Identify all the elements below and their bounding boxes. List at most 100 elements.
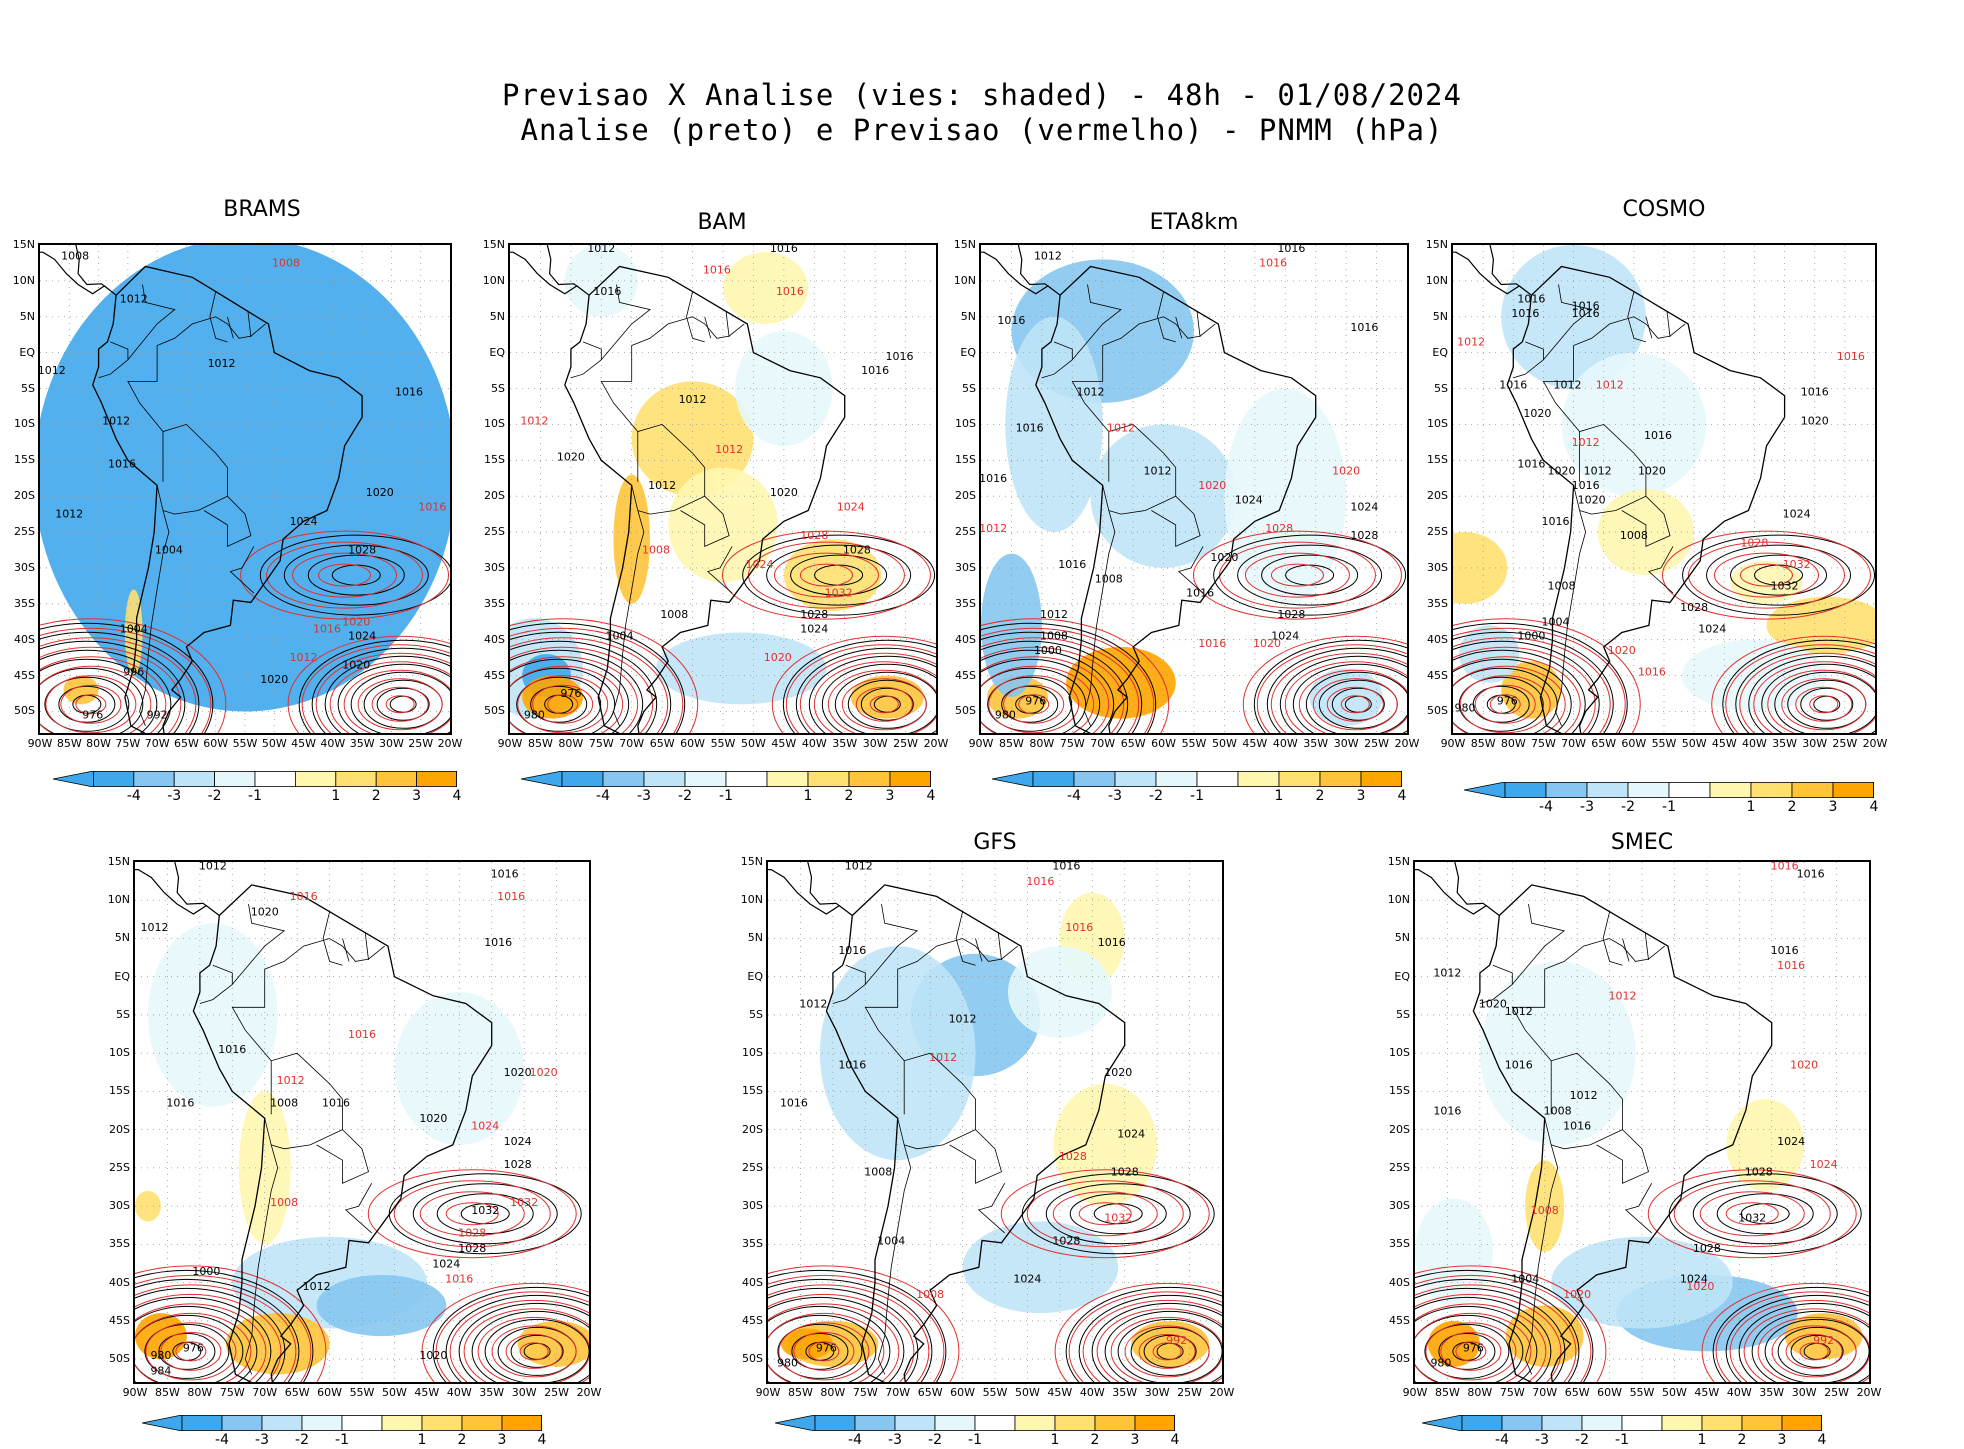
analysis-isobar [1790,1334,1844,1368]
analysis-contour-label: 1012 [199,862,227,873]
forecast-contour-label: 1012 [1572,436,1600,449]
lon-tick-label: 55W [1181,737,1207,750]
analysis-isobar [1104,1310,1222,1382]
pressure-bias-field: 1012 1016 1016 1016 1012 1020 1016 1016 1016 1012… [135,862,589,1382]
analysis-contour-label: 984 [150,1364,171,1377]
country-border [1196,310,1201,337]
country-border [1621,495,1671,548]
analysis-contour-label: 1016 [166,1097,194,1110]
lat-tick-label: 15S [1389,1084,1410,1098]
colorbar-tick-label: 4 [1170,1432,1180,1448]
lon-tick-label: 65W [1120,737,1146,750]
forecast-contour-label: 1024 [746,558,774,571]
colorbar-tick-label: -3 [888,1432,902,1448]
analysis-isobar [782,639,936,733]
map-frame: 1012 1016 1016 1016 1016 1016 1016 1012 1012 1020… [508,243,938,735]
analysis-contour-label: 1020 [251,906,279,919]
analysis-contour-label: 1016 [780,1097,808,1110]
lat-tick-label: 35S [109,1237,130,1251]
forecast-isobar [1739,563,1793,587]
colorbar-segment [848,771,891,787]
country-border [706,546,733,594]
analysis-isobar [1292,663,1407,733]
analysis-contour-label: 1028 [1693,1242,1721,1255]
analysis-contour-label: 1004 [155,544,183,557]
lat-tick-label: 20S [955,489,976,503]
colorbar-segment [1701,1415,1743,1431]
lon-tick-label: 30W [862,737,888,750]
analysis-isobar [516,676,602,732]
forecast-isobar [1003,684,1065,724]
forecast-isobar [785,644,936,733]
analysis-isobar [283,544,429,606]
forecast-isobar [547,694,579,715]
analysis-isobar [1735,647,1875,733]
map-frame: 1016 1016 1016 1016 1012 1016 1016 1012 1012 1016… [1451,243,1877,735]
south-america-coastline [825,884,1126,1382]
lon-tick-label: 25W [408,737,434,750]
country-border [1175,316,1183,339]
country-border [231,904,286,985]
forecast-contour-label: 1020 [342,615,370,628]
colorbar-segment [1278,771,1321,787]
forecast-isobar [318,563,372,587]
colorbar-tick-label: 4 [1869,799,1879,815]
analysis-isobar [510,658,630,733]
forecast-isobar [449,1299,589,1382]
lon-tick-label: 50W [740,737,766,750]
forecast-isobar [855,686,913,722]
analysis-contour-label: 1012 [1584,465,1612,478]
lat-tick-label: 5N [1432,309,1448,323]
lon-tick-label: 35W [479,1386,505,1399]
colorbar-tick-label: -4 [848,1432,862,1448]
lat-tick-label: 35S [14,596,35,610]
country-border [1645,316,1653,339]
analysis-isobar [350,671,450,733]
pressure-bias-field: 1012 101610161016101610161016101210121020… [510,245,936,733]
figure-title-line1: Previsao X Analise (vies: shaded) - 48h … [502,78,1462,112]
analysis-contour-label: 980 [1430,1357,1451,1370]
lon-tick-label: 55W [1629,1386,1655,1399]
lon-tick-label: 55W [232,737,258,750]
analysis-contour-label: 1016 [1563,1120,1591,1133]
analysis-contour-label: 1000 [1034,644,1062,657]
lon-tick-label: 40W [1079,1386,1105,1399]
country-border [877,1118,912,1375]
analysis-contour-label: 1020 [504,1066,532,1079]
analysis-contour-label: 1020 [1801,414,1829,427]
lon-tick-label: 75W [588,737,614,750]
analysis-isobar [1716,1193,1814,1235]
analysis-isobar [1682,534,1875,616]
forecast-isobar [1415,1284,1577,1382]
analysis-isobar [1001,685,1059,723]
lon-tick-label: 45W [1711,737,1737,750]
lat-tick-label: 20S [109,1122,130,1136]
lat-tick-label: 15S [955,453,976,467]
forecast-isobar [1701,1282,1869,1382]
lon-tick-label: 50W [1681,737,1707,750]
analysis-contour-label: 1020 [1638,465,1666,478]
colorbar-tick-label: 1 [1746,799,1756,815]
forecast-isobar [981,637,1140,733]
analysis-contour-label: 1024 [1783,508,1811,521]
colorbar-tick-label: 4 [1397,788,1407,804]
forecast-isobar [510,646,654,733]
colorbar-tick-label: 2 [844,788,854,804]
lat-tick-label: 5N [1394,931,1410,945]
lon-tick-label: 75W [219,1386,245,1399]
analysis-contour-label: 1024 [800,623,828,636]
forecast-isobar [768,1293,915,1382]
lon-tick-label: 30W [511,1386,537,1399]
colorbar-tick-label: -4 [126,788,141,804]
forecast-isobar [808,1341,840,1362]
forecast-isobar [510,637,669,733]
analysis-isobar [981,622,1157,733]
country-border [127,284,176,361]
forecast-contour-label: 1024 [471,1120,499,1133]
country-border [247,310,252,337]
colorbar-tick-label: -3 [255,1432,269,1448]
forecast-isobar [160,1331,222,1371]
analysis-contour-label: 980 [1455,701,1476,714]
lat-tick-label: 10S [14,417,35,431]
map-frame: 1008 1008 1012 1012 1012 1016 1012 1016 1020 1012… [38,243,452,735]
